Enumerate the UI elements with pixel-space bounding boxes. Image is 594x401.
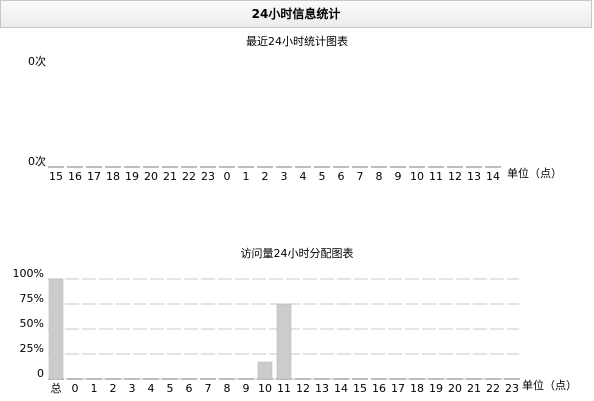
chart2-y-axis: 100% 75% 50% 25% 0 <box>13 267 44 380</box>
chart2-bar <box>276 303 292 380</box>
chart2-xtick-label: 6 <box>186 382 193 395</box>
chart1-xtick-label: 2 <box>262 170 269 183</box>
page-title: 24小时信息统计 <box>251 7 341 21</box>
chart2-xtick-label: 16 <box>372 382 386 395</box>
chart2-xtick-label: 20 <box>448 382 462 395</box>
chart1-unit-label: 单位（点） <box>507 166 562 180</box>
chart2-xtick-label: 15 <box>353 382 367 395</box>
chart1-xtick-label: 1 <box>243 170 250 183</box>
chart1-xtick-label: 7 <box>357 170 364 183</box>
chart1-xtick-label: 4 <box>300 170 307 183</box>
chart2-bar <box>257 361 273 380</box>
chart1-ytick-bottom: 0次 <box>28 154 46 168</box>
chart1-ytick-top: 0次 <box>28 54 46 68</box>
chart1-xtick-label: 17 <box>87 170 101 183</box>
chart2-xtick-label: 3 <box>129 382 136 395</box>
chart1-xtick-label: 10 <box>410 170 424 183</box>
chart1-xtick-label: 21 <box>163 170 177 183</box>
chart2-ytick-50: 50% <box>20 317 44 330</box>
chart1-xtick-label: 6 <box>338 170 345 183</box>
chart2-ytick-75: 75% <box>20 292 44 305</box>
chart2-bar <box>48 278 64 380</box>
chart2-xtick-label: 13 <box>315 382 329 395</box>
chart1-xtick-label: 11 <box>429 170 443 183</box>
chart1-xtick-label: 19 <box>125 170 139 183</box>
chart1-xtick-label: 23 <box>201 170 215 183</box>
chart2-xtick-label: 18 <box>410 382 424 395</box>
chart2-xtick-label: 2 <box>110 382 117 395</box>
chart2-xtick-label: 17 <box>391 382 405 395</box>
chart2-xtick-label: 5 <box>167 382 174 395</box>
chart1-marks: 15 16 17 18 19 20 21 22 23 0 1 2 3 4 5 6 7 8 9 10 11 12 13 14 <box>48 166 501 183</box>
chart1-xtick-label: 16 <box>68 170 82 183</box>
chart2-xtick-label: 0 <box>72 382 79 395</box>
chart1-xtick-label: 14 <box>486 170 500 183</box>
chart2-xtick-label: 1 <box>91 382 98 395</box>
chart2-xtick-label: 11 <box>277 382 291 395</box>
chart2-xtick-label: 4 <box>148 382 155 395</box>
chart1-xtick-label: 12 <box>448 170 462 183</box>
chart2-xtick-label: 9 <box>243 382 250 395</box>
chart1-xtick-label: 8 <box>376 170 383 183</box>
chart1-xtick-label: 18 <box>106 170 120 183</box>
chart1-xtick-label: 9 <box>395 170 402 183</box>
chart2-xtick-label: 14 <box>334 382 348 395</box>
chart2-xtick-label: 12 <box>296 382 310 395</box>
chart1-xtick-label: 0 <box>224 170 231 183</box>
chart2-xtick-label: 23 <box>505 382 519 395</box>
chart2-xtick-label: 总 <box>51 381 62 395</box>
chart1-y-axis: 0次 0次 <box>28 54 46 168</box>
chart1-xtick-label: 3 <box>281 170 288 183</box>
chart2-xtick-label: 10 <box>258 382 272 395</box>
chart1-xtick-label: 22 <box>182 170 196 183</box>
chart1-xtick-label: 5 <box>319 170 326 183</box>
chart2-unit-label: 单位（点） <box>522 378 577 392</box>
chart2-xtick-label: 22 <box>486 382 500 395</box>
chart2-xtick-label: 19 <box>429 382 443 395</box>
chart2-ytick-100: 100% <box>13 267 44 280</box>
chart2-xtick-label: 8 <box>224 382 231 395</box>
chart2-xtick-label: 7 <box>205 382 212 395</box>
chart2-ytick-25: 25% <box>20 342 44 355</box>
chart1-xtick-label: 15 <box>49 170 63 183</box>
chart2-marks: 总 0 1 2 3 4 5 6 7 8 9 10 11 12 13 14 15 16 17 18 19 20 21 22 23 <box>48 278 520 395</box>
chart1-xtick-label: 20 <box>144 170 158 183</box>
chart2-ytick-0: 0 <box>37 367 44 380</box>
chart2-xtick-label: 21 <box>467 382 481 395</box>
chart1-title: 最近24小时统计图表 <box>246 35 348 48</box>
page-header: 24小时信息统计 <box>0 0 592 28</box>
chart1-xtick-label: 13 <box>467 170 481 183</box>
chart2-title: 访问量24小时分配图表 <box>240 247 354 260</box>
